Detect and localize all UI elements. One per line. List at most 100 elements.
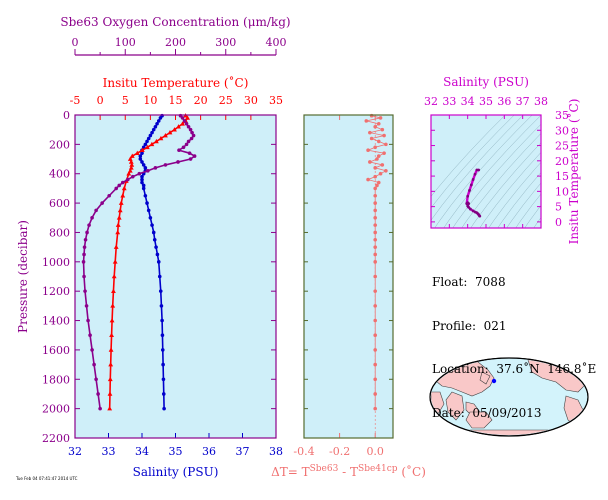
salinity-tick-label: 33 bbox=[102, 445, 116, 458]
salinity-tick-label: 35 bbox=[169, 445, 183, 458]
main-plot-background bbox=[75, 115, 276, 438]
salinity-point bbox=[140, 174, 144, 179]
temperature-point bbox=[107, 376, 113, 382]
salinity-point bbox=[150, 223, 154, 227]
diff-point bbox=[373, 245, 378, 249]
diff-point bbox=[373, 260, 378, 264]
ts-salinity-axis-label: Salinity (PSU) bbox=[443, 75, 529, 89]
pressure-tick-label: 1800 bbox=[42, 373, 70, 386]
diff-point bbox=[373, 362, 378, 367]
temperature-point bbox=[176, 124, 181, 129]
diff-point bbox=[373, 124, 378, 129]
diff-point bbox=[382, 133, 386, 138]
ts-point bbox=[469, 207, 472, 211]
temperature-point bbox=[109, 332, 114, 338]
salinity-point bbox=[160, 348, 165, 352]
diff-point bbox=[375, 157, 379, 161]
diff-point bbox=[382, 151, 386, 155]
diff-axis-label: ΔT= TSbe63 - TSbe41cp (˚C) bbox=[271, 464, 426, 479]
salinity-point bbox=[161, 377, 166, 382]
diff-point bbox=[369, 136, 374, 141]
profile-date: Date: 05/09/2013 bbox=[432, 405, 542, 420]
salinity-point bbox=[141, 163, 146, 167]
temperature-point bbox=[185, 115, 190, 120]
temperature-point bbox=[115, 229, 121, 235]
diff-point bbox=[384, 142, 388, 147]
salinity-point bbox=[141, 183, 146, 188]
diff-point bbox=[373, 230, 378, 235]
diff-plot-background bbox=[304, 115, 393, 438]
temperature-point bbox=[107, 391, 113, 396]
temperature-point bbox=[167, 130, 173, 135]
temperature-point bbox=[117, 207, 123, 213]
temperature-point bbox=[129, 162, 135, 167]
diff-point bbox=[368, 130, 372, 135]
diff-point bbox=[373, 333, 378, 338]
diff-point bbox=[373, 208, 378, 213]
diff-point bbox=[373, 145, 378, 150]
timestamp-stamp: Tue Feb 04 07:41:47 2014 UTC bbox=[16, 476, 78, 481]
oxygen-point bbox=[137, 171, 142, 176]
oxygen-point bbox=[82, 274, 86, 279]
salinity-axis-label: Salinity (PSU) bbox=[133, 465, 219, 479]
ts-point bbox=[467, 202, 470, 205]
oxygen-point bbox=[189, 136, 194, 141]
diff-point bbox=[373, 289, 378, 293]
salinity-tick-label: 34 bbox=[135, 445, 149, 458]
diff-point bbox=[373, 377, 378, 382]
diff-point bbox=[366, 148, 370, 153]
oxygen-point bbox=[120, 180, 125, 185]
ts-temperature-tick-label: 35 bbox=[555, 109, 569, 122]
oxygen-point bbox=[83, 237, 88, 242]
temperature-tick-label: 30 bbox=[244, 94, 258, 107]
ts-salinity-tick-label: 37 bbox=[516, 95, 530, 108]
oxygen-point bbox=[187, 151, 192, 155]
temperature-tick-label: 0 bbox=[97, 94, 104, 107]
map-japan bbox=[479, 371, 491, 385]
salinity-point bbox=[140, 180, 144, 185]
diff-point bbox=[368, 160, 372, 164]
temperature-point bbox=[134, 150, 140, 155]
pressure-tick-label: 600 bbox=[49, 197, 70, 210]
diff-tick-label: -0.4 bbox=[293, 445, 314, 458]
salinity-point bbox=[155, 122, 159, 126]
density-contour bbox=[470, 142, 541, 228]
temperature-point bbox=[129, 153, 135, 158]
pressure-tick-label: 1200 bbox=[42, 285, 70, 298]
pressure-tick-label: 200 bbox=[49, 138, 70, 151]
temperature-point bbox=[111, 273, 117, 279]
diff-point bbox=[373, 406, 378, 411]
diff-point bbox=[373, 215, 378, 220]
density-contour bbox=[431, 115, 506, 197]
ts-plot-frame bbox=[430, 114, 542, 229]
salinity-point bbox=[160, 318, 164, 323]
density-contour bbox=[431, 115, 524, 221]
diff-point bbox=[376, 180, 381, 185]
oxygen-point bbox=[96, 392, 100, 396]
temperature-point bbox=[121, 185, 127, 191]
temperature-tick-label: 15 bbox=[169, 94, 183, 107]
density-contour bbox=[461, 132, 541, 228]
salinity-point bbox=[158, 289, 163, 293]
ts-salinity-tick-label: 36 bbox=[497, 95, 511, 108]
float-location: Location: 37.6˚N 146.8˚E bbox=[432, 362, 597, 376]
oxygen-point bbox=[81, 260, 86, 264]
diff-point bbox=[373, 318, 378, 323]
salinity-point bbox=[138, 157, 143, 161]
salinity-point bbox=[150, 130, 154, 135]
ts-point bbox=[468, 189, 471, 192]
temperature-point bbox=[180, 121, 185, 126]
salinity-point bbox=[153, 124, 158, 129]
salinity-tick-label: 32 bbox=[68, 445, 82, 458]
salinity-point bbox=[145, 139, 149, 144]
temperature-point bbox=[107, 406, 113, 411]
diff-point bbox=[380, 127, 385, 132]
diff-point bbox=[373, 274, 378, 279]
diff-tick-label: 0.0 bbox=[366, 445, 384, 458]
diff-point bbox=[373, 166, 378, 170]
ts-temperature-tick-label: 30 bbox=[555, 124, 569, 137]
temperature-point bbox=[112, 259, 118, 264]
ts-salinity-tick-label: 32 bbox=[424, 95, 438, 108]
